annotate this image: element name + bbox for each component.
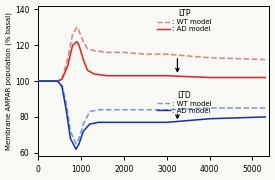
Y-axis label: Membrane AMPAR population (% basal): Membrane AMPAR population (% basal) — [6, 12, 12, 150]
Legend: : WT model, : AD model: : WT model, : AD model — [157, 91, 211, 114]
